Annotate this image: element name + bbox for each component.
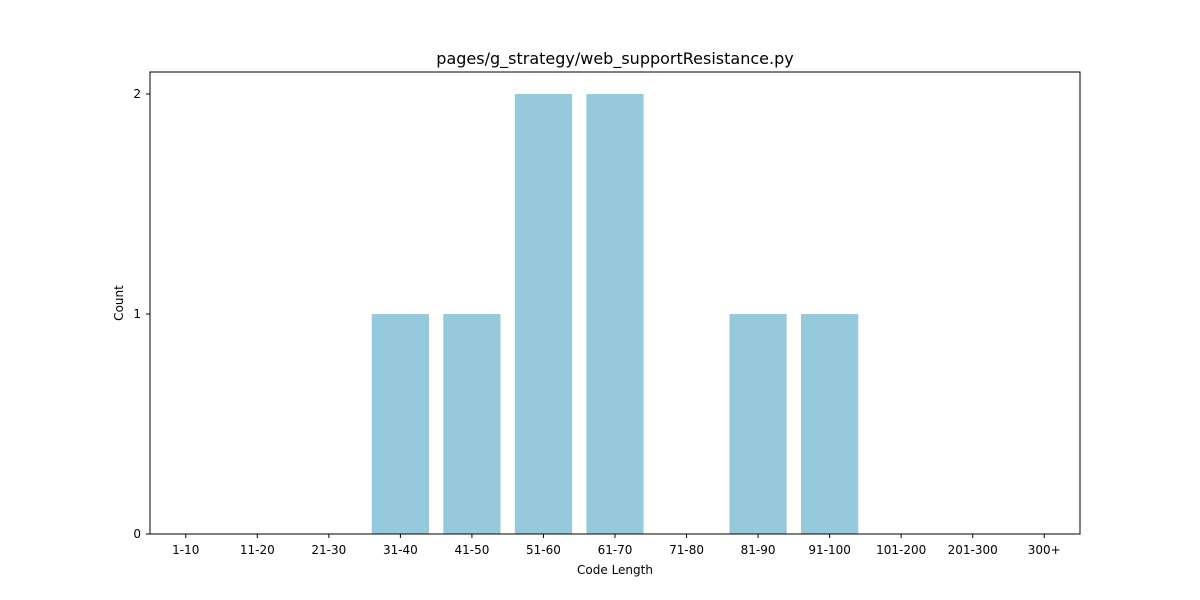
x-tick-label: 201-300: [948, 543, 998, 557]
y-tick-label: 1: [133, 307, 141, 321]
x-tick-label: 41-50: [454, 543, 489, 557]
bar-31-40: [371, 314, 429, 534]
x-tick-label: 1-10: [172, 543, 199, 557]
y-axis: 0 1 2: [133, 87, 150, 541]
x-tick-label: 21-30: [311, 543, 346, 557]
x-tick-label: 11-20: [240, 543, 275, 557]
bar-81-90: [729, 314, 787, 534]
y-axis-label: Count: [112, 285, 126, 321]
bar-41-50: [443, 314, 501, 534]
x-axis-label: Code Length: [577, 563, 653, 577]
x-tick-label: 81-90: [741, 543, 776, 557]
x-axis: 1-10 11-20 21-30 31-40 41-50 51-60 61-70 71-80 8…: [172, 534, 1061, 557]
chart-title: pages/g_strategy/web_supportResistance.p…: [436, 49, 793, 69]
x-tick-label: 61-70: [598, 543, 633, 557]
x-tick-label: 91-100: [808, 543, 851, 557]
y-tick-label: 0: [133, 527, 141, 541]
bar-51-60: [514, 94, 573, 534]
x-tick-label: 300+: [1028, 543, 1061, 557]
bars-layer: [371, 94, 859, 534]
bar-91-100: [801, 314, 859, 534]
x-tick-label: 71-80: [669, 543, 704, 557]
x-tick-label: 31-40: [383, 543, 418, 557]
y-tick-label: 2: [133, 87, 141, 101]
bar-61-70: [586, 94, 644, 534]
x-tick-label: 101-200: [876, 543, 926, 557]
x-tick-label: 51-60: [526, 543, 561, 557]
